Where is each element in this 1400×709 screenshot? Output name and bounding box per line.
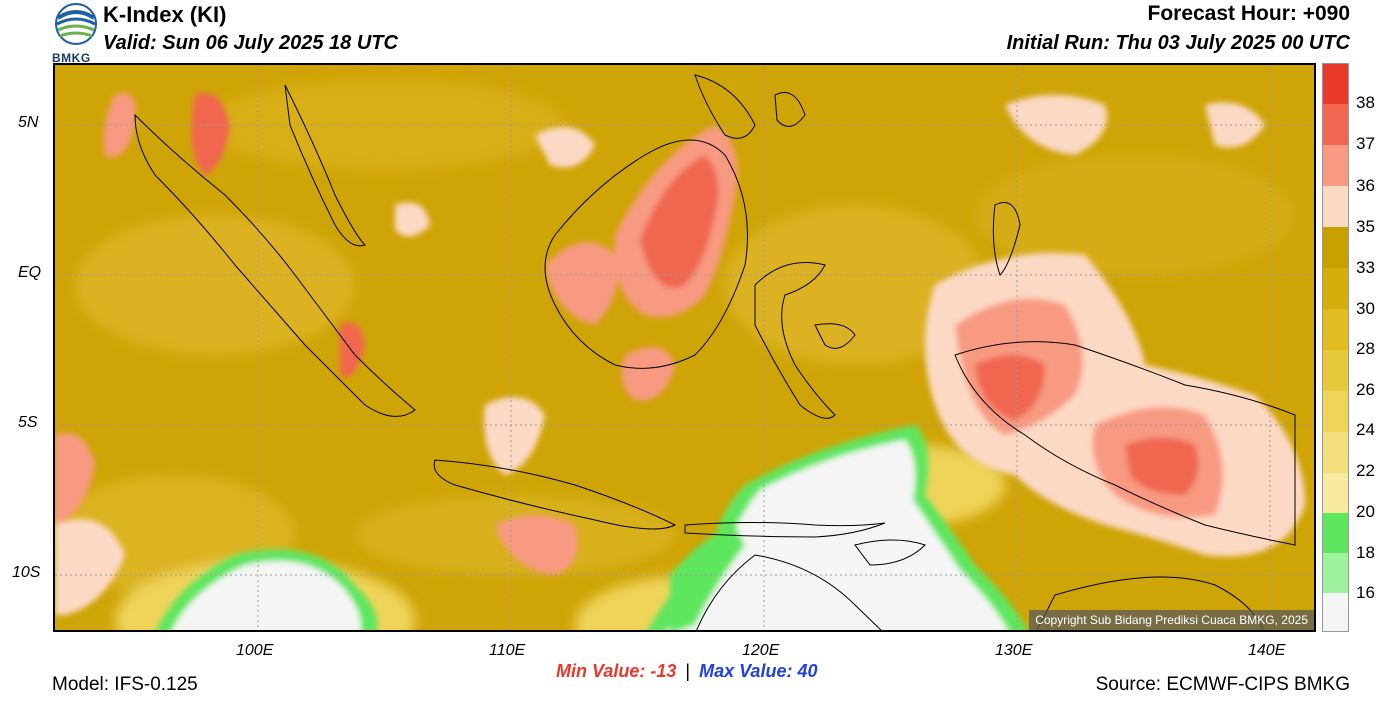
colorbar-swatch <box>1323 64 1348 104</box>
valid-time: Valid: Sun 06 July 2025 18 UTC <box>103 32 398 54</box>
lat-label-eq: EQ <box>18 264 42 281</box>
logo-text: BMKG <box>52 51 91 65</box>
colorbar-swatch <box>1323 186 1348 227</box>
colorbar-label: 36 <box>1356 176 1375 195</box>
colorbar-swatch <box>1323 104 1348 145</box>
lon-label-130e: 130E <box>995 642 1033 659</box>
k-index-field <box>55 65 1314 630</box>
coastlines <box>134 74 1296 630</box>
colorbar-label: 37 <box>1356 134 1375 153</box>
lon-label-140e: 140E <box>1248 642 1286 659</box>
colorbar-swatch <box>1323 593 1348 631</box>
forecast-hour: Forecast Hour: +090 <box>1147 2 1351 25</box>
lon-label-110e: 110E <box>489 642 526 659</box>
map-area: Copyright Sub Bidang Prediksi Cuaca BMKG… <box>53 63 1316 632</box>
colorbar-swatch <box>1323 513 1348 553</box>
colorbar-swatch <box>1323 391 1348 432</box>
colorbar-label: 38 <box>1356 93 1375 112</box>
bmkg-logo-icon <box>55 3 97 45</box>
model-label: Model: IFS-0.125 <box>52 674 198 695</box>
colorbar-swatch <box>1323 309 1348 350</box>
colorbar-label: 28 <box>1356 339 1375 358</box>
colorbar-label: 20 <box>1356 502 1375 521</box>
colorbar-label: 33 <box>1356 258 1375 277</box>
lon-label-100e: 100E <box>236 642 274 659</box>
colorbar-label: 26 <box>1356 380 1375 399</box>
colorbar-label: 30 <box>1356 299 1375 318</box>
colorbar <box>1322 63 1349 632</box>
colorbar-swatch <box>1323 268 1348 309</box>
colorbar-label: 22 <box>1356 461 1375 480</box>
separator: | <box>685 661 691 681</box>
source-label: Source: ECMWF-CIPS BMKG <box>1095 674 1350 695</box>
colorbar-swatch <box>1323 227 1348 268</box>
map-title: K-Index (KI) <box>103 2 227 27</box>
copyright-notice: Copyright Sub Bidang Prediksi Cuaca BMKG… <box>1029 610 1314 630</box>
lon-label-120e: 120E <box>742 642 780 659</box>
colorbar-swatch <box>1323 553 1348 593</box>
lat-label-10s: 10S <box>12 564 41 581</box>
colorbar-label: 18 <box>1356 543 1375 562</box>
initial-run: Initial Run: Thu 03 July 2025 00 UTC <box>1006 32 1350 54</box>
max-value: Max Value: 40 <box>699 661 818 681</box>
colorbar-swatch <box>1323 432 1348 473</box>
min-max-readout: Min Value: -13 | Max Value: 40 <box>556 661 817 682</box>
colorbar-label: 24 <box>1356 420 1375 439</box>
lat-label-5n: 5N <box>18 114 39 131</box>
colorbar-swatch <box>1323 350 1348 391</box>
graticule <box>55 65 1314 630</box>
colorbar-swatch <box>1323 145 1348 186</box>
min-value: Min Value: -13 <box>556 661 677 681</box>
colorbar-swatch <box>1323 473 1348 513</box>
colorbar-label: 16 <box>1356 583 1375 602</box>
bmkg-logo: BMKG <box>52 2 100 65</box>
lat-label-5s: 5S <box>18 414 38 431</box>
colorbar-label: 35 <box>1356 217 1375 236</box>
